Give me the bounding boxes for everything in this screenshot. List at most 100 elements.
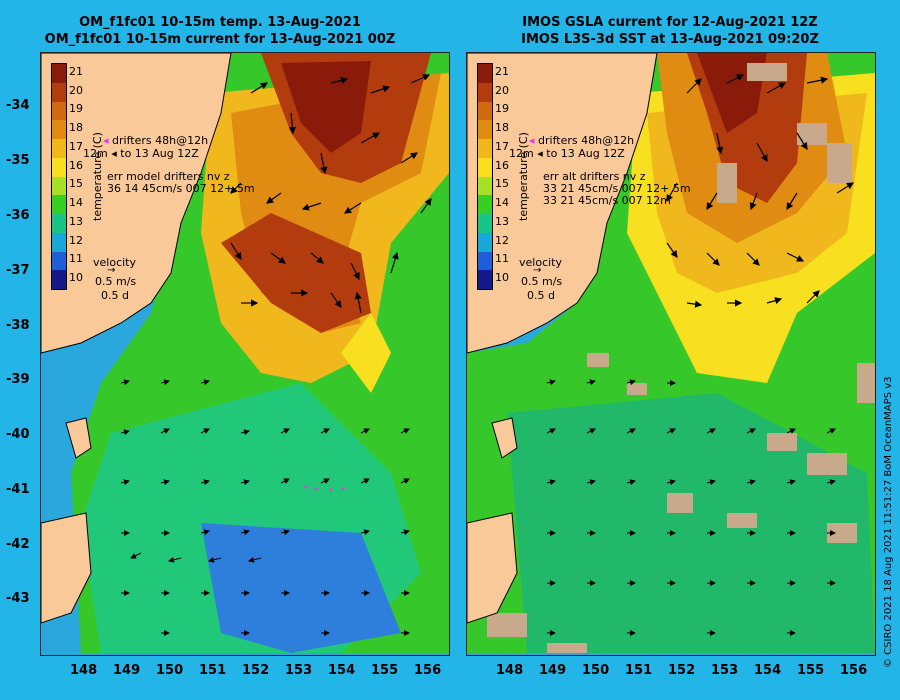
colorbar-tick: 17 [495, 140, 509, 153]
error-stats-values-5m: 33 21 45cm/s 007 12+ 5m [543, 182, 691, 195]
colorbar-band-14 [52, 195, 66, 214]
velocity-days: 0.5 d [101, 289, 129, 302]
colorbar-band-13 [52, 214, 66, 233]
colorbar-band-21 [478, 64, 492, 83]
lon-tick: 152 [242, 663, 270, 678]
colorbar-tick: 11 [495, 252, 509, 265]
right-title-line2: IMOS L3S-3d SST at 13-Aug-2021 09:20Z [521, 32, 819, 47]
lon-tick: 155 [371, 663, 399, 678]
colorbar-tick: 20 [69, 84, 83, 97]
error-stats-values: 36 14 45cm/s 007 12+ 5m [107, 182, 255, 195]
colorbar-tick: 19 [69, 102, 83, 115]
colorbar-tick: 15 [69, 177, 83, 190]
colorbar-band-21 [52, 64, 66, 83]
drifter-marker-icon: ◂ [529, 134, 535, 147]
colorbar-band-19 [478, 101, 492, 121]
colorbar-tick: 18 [495, 121, 509, 134]
colorbar-band-17 [478, 139, 492, 158]
temperature-colorbar [477, 63, 493, 290]
current-vectors [230, 74, 432, 314]
drifters-to-legend: 12m ◂ to 13 Aug 12Z [83, 147, 199, 160]
right-map-panel[interactable]: 21 20 19 18 17 16 15 14 13 12 11 10 temp… [466, 52, 876, 656]
velocity-legend-title: velocity [519, 256, 562, 269]
drifter-markers [304, 485, 345, 492]
lat-tick: -39 [6, 372, 30, 387]
lon-tick: 154 [328, 663, 356, 678]
lat-tick: -40 [6, 427, 30, 442]
colorbar-band-20 [52, 82, 66, 102]
lon-tick: 150 [582, 663, 610, 678]
colorbar-tick: 13 [69, 215, 83, 228]
lat-tick: -42 [6, 537, 30, 552]
lon-tick: 153 [285, 663, 313, 678]
colorbar-band-10 [478, 270, 492, 289]
right-title-line1: IMOS GSLA current for 12-Aug-2021 12Z [522, 15, 818, 30]
left-map-panel[interactable]: 21 20 19 18 17 16 15 14 13 12 11 10 temp… [40, 52, 450, 656]
right-panel-title: IMOS GSLA current for 12-Aug-2021 12Z IM… [460, 14, 880, 48]
colorbar-band-18 [52, 120, 66, 139]
error-stats-header: err alt drifters nv z [543, 170, 646, 183]
colorbar-band-15 [478, 176, 492, 196]
colorbar-tick: 17 [69, 140, 83, 153]
copyright-credit: © CSIRO 2021 18 Aug 2021 11:51:27 BoM Oc… [883, 376, 894, 669]
lat-tick: -38 [6, 318, 30, 333]
lon-tick: 154 [754, 663, 782, 678]
current-vectors [666, 74, 855, 308]
colorbar-tick: 12 [69, 234, 83, 247]
right-map-field [467, 53, 875, 655]
lat-tick: -37 [6, 263, 30, 278]
drifters-to-legend: 12m ◂ to 13 Aug 12Z [509, 147, 625, 160]
lon-tick: 152 [668, 663, 696, 678]
colorbar-tick: 16 [69, 159, 83, 172]
lat-tick: -34 [6, 98, 30, 113]
colorbar-tick: 21 [69, 65, 83, 78]
cloud-mask-patches [487, 63, 875, 653]
lon-tick: 155 [797, 663, 825, 678]
colorbar-tick: 11 [69, 252, 83, 265]
colorbar-band-12 [52, 232, 66, 252]
arrow-left-icon: ◂ [111, 147, 117, 160]
colorbar-tick: 15 [495, 177, 509, 190]
colorbar-band-15 [52, 176, 66, 196]
velocity-speed: 0.5 m/s [521, 275, 563, 288]
temperature-colorbar [51, 63, 67, 290]
velocity-days: 0.5 d [527, 289, 555, 302]
colorbar-tick: 14 [495, 196, 509, 209]
lon-tick: 149 [539, 663, 567, 678]
left-panel-title: OM_f1fc01 10-15m temp. 13-Aug-2021 OM_f1… [10, 14, 430, 48]
colorbar-band-20 [478, 82, 492, 102]
colorbar-tick: 19 [495, 102, 509, 115]
velocity-scale-arrow-icon: → [107, 265, 116, 276]
colorbar-tick: 20 [495, 84, 509, 97]
colorbar-tick: 10 [69, 271, 83, 284]
colorbar-tick: 14 [69, 196, 83, 209]
small-current-vectors [546, 379, 836, 636]
left-title-line2: OM_f1fc01 10-15m current for 13-Aug-2021… [44, 32, 396, 47]
drifters-legend: ◂ drifters 48h@12h [529, 134, 635, 147]
lon-tick: 148 [496, 663, 524, 678]
colorbar-band-16 [52, 157, 66, 177]
colorbar-tick: 18 [69, 121, 83, 134]
colorbar-band-18 [478, 120, 492, 139]
colorbar-tick: 21 [495, 65, 509, 78]
colorbar-band-19 [52, 101, 66, 121]
colorbar-tick: 13 [495, 215, 509, 228]
error-stats-values-12m: 33 21 45cm/s 007 12m [543, 194, 671, 207]
lat-tick: -41 [6, 482, 30, 497]
lon-tick: 156 [414, 663, 442, 678]
lon-tick: 156 [840, 663, 868, 678]
small-current-vectors [120, 379, 410, 636]
colorbar-tick: 16 [495, 159, 509, 172]
colorbar-band-16 [478, 157, 492, 177]
lon-tick: 151 [625, 663, 653, 678]
arrow-left-icon: ◂ [537, 147, 543, 160]
lon-tick: 153 [711, 663, 739, 678]
colorbar-band-12 [478, 232, 492, 252]
left-title-line1: OM_f1fc01 10-15m temp. 13-Aug-2021 [79, 15, 361, 30]
lat-tick: -36 [6, 208, 30, 223]
lon-tick: 148 [70, 663, 98, 678]
lon-tick: 151 [199, 663, 227, 678]
colorbar-band-14 [478, 195, 492, 214]
colorbar-band-10 [52, 270, 66, 289]
colorbar-band-17 [52, 139, 66, 158]
